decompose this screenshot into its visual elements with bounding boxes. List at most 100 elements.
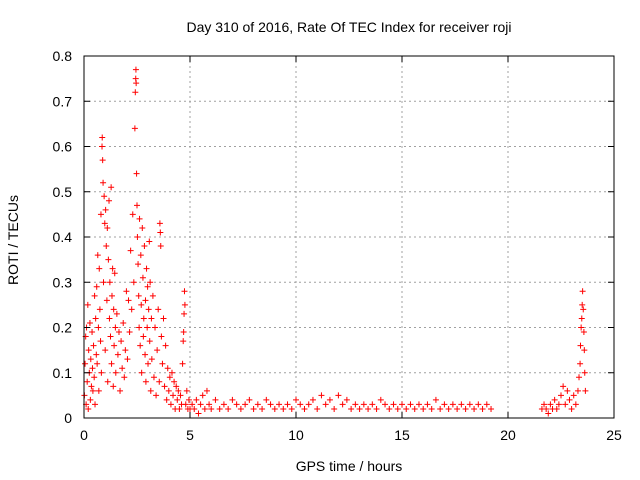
data-point [140,315,147,322]
y-tick-label: 0.2 [53,320,73,336]
data-point [568,405,575,412]
data-point [95,324,102,331]
data-point [89,365,96,372]
data-point [146,338,153,345]
data-point [156,220,163,227]
data-point [82,360,89,367]
data-point [229,396,236,403]
data-point [138,301,145,308]
data-point [144,324,151,331]
data-point [577,360,584,367]
data-point [110,306,117,313]
data-point [462,405,469,412]
data-point [543,405,550,412]
data-point [107,333,114,340]
data-point [579,288,586,295]
data-point [85,405,92,412]
data-point [94,360,101,367]
data-point [113,310,120,317]
data-point [97,211,104,218]
data-point [195,410,202,417]
data-point [96,306,103,313]
data-point [138,369,145,376]
data-point [547,401,554,408]
data-point [130,279,137,286]
data-point [424,401,431,408]
data-point [148,356,155,363]
data-point [553,405,560,412]
data-point [189,401,196,408]
data-point [85,347,92,354]
data-point [118,338,125,345]
data-point [167,401,174,408]
data-point [352,401,359,408]
data-point [191,405,198,412]
data-point [99,134,106,141]
data-point [580,306,587,313]
data-point [181,310,188,317]
data-point [263,396,270,403]
x-tick-label: 5 [186,427,194,443]
data-point [343,396,350,403]
data-point [582,387,589,394]
data-point [139,224,146,231]
data-point [132,89,139,96]
data-point [99,157,106,164]
data-point [570,392,577,399]
data-point [394,405,401,412]
data-point [132,66,139,73]
data-point [216,405,223,412]
data-point [399,401,405,408]
data-point [454,405,461,412]
data-point [348,405,355,412]
data-point [163,396,170,403]
data-point [109,265,116,272]
data-point [84,301,91,308]
data-point [555,401,562,408]
data-point [129,211,136,218]
data-point [136,324,143,331]
data-point [183,387,190,394]
data-point [581,369,588,376]
data-point [142,297,149,304]
data-point [149,292,156,299]
data-point [185,396,192,403]
y-tick-label: 0.1 [53,365,73,381]
data-point [101,220,108,227]
data-point [103,297,110,304]
data-point [356,405,363,412]
data-point [246,396,253,403]
data-point [483,401,490,408]
data-point [280,405,287,412]
data-point [137,342,144,349]
data-point [162,342,169,349]
y-tick-label: 0.5 [53,184,73,200]
x-tick-label: 20 [500,427,516,443]
data-point [104,224,111,231]
data-point [242,401,249,408]
data-point [134,234,141,240]
data-point [111,270,118,277]
data-point [153,392,160,399]
data-point [411,405,418,412]
data-point [92,401,99,408]
data-point [206,401,213,408]
data-point [293,396,299,403]
data-point [170,392,177,399]
data-point [271,405,278,412]
data-point [259,405,266,412]
data-point [104,378,111,385]
data-point [177,392,184,399]
data-point [142,378,149,385]
data-point [164,365,171,372]
data-point [176,405,183,412]
data-point [284,401,291,408]
data-point [314,405,321,412]
data-point [126,329,133,336]
data-point [87,356,94,363]
data-point [254,401,261,408]
grid-lines [84,56,614,418]
data-point [100,179,107,186]
data-point [133,80,140,87]
data-point [154,347,161,354]
